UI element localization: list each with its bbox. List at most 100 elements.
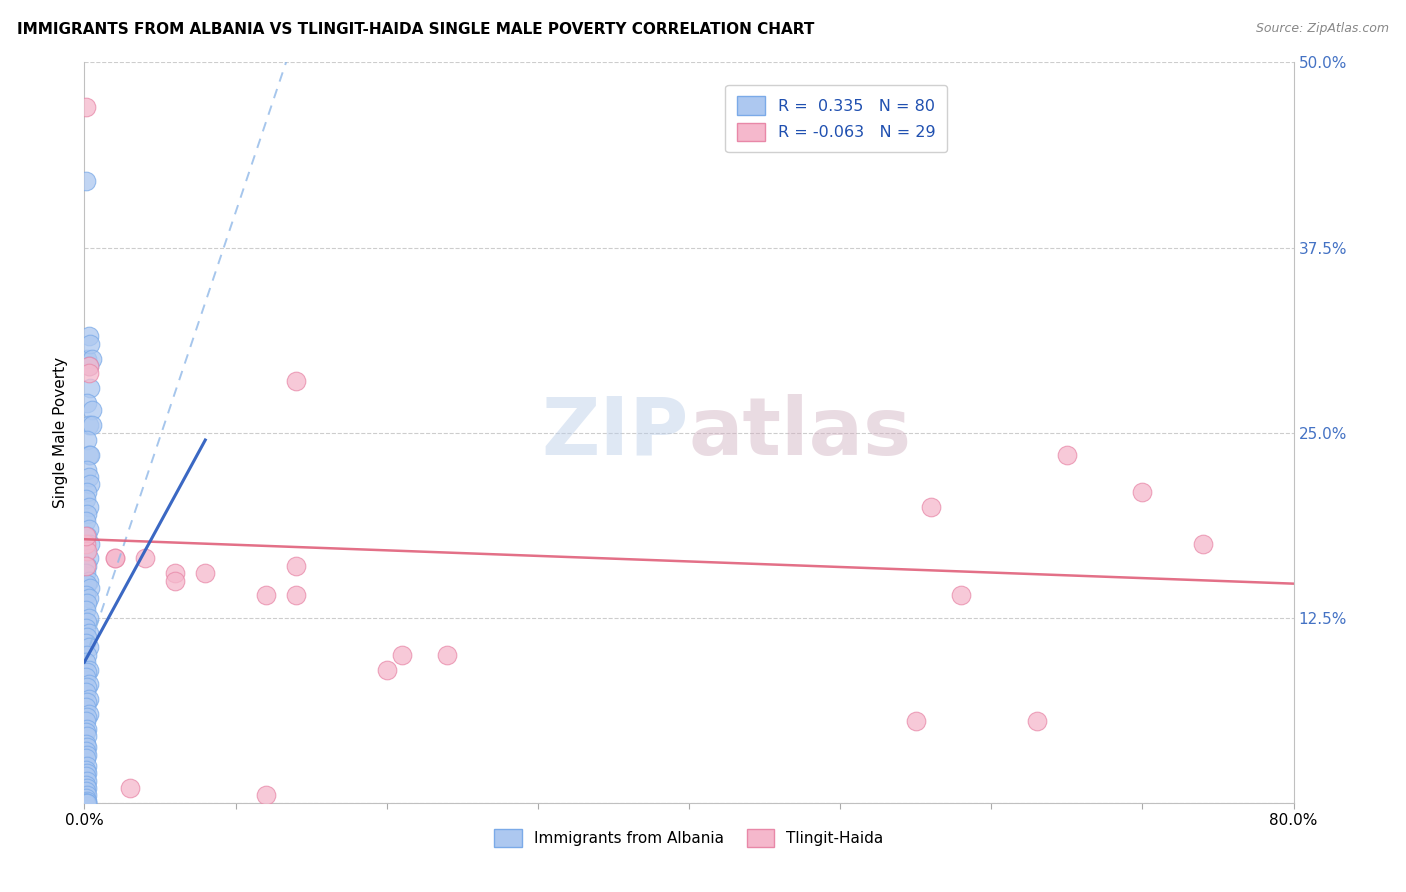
Point [254, 789, 277, 803]
Point [80, 418, 103, 433]
Point [76, 665, 98, 680]
Point [75, 566, 97, 581]
Text: IMMIGRANTS FROM ALBANIA VS TLINGIT-HAIDA SINGLE MALE POVERTY CORRELATION CHART: IMMIGRANTS FROM ALBANIA VS TLINGIT-HAIDA… [17, 22, 814, 37]
Point [75, 670, 97, 684]
Point [76, 796, 98, 810]
Point [76, 739, 98, 754]
Point [75, 685, 97, 699]
Point [104, 551, 127, 566]
Legend: Immigrants from Albania, Tlingit-Haida: Immigrants from Albania, Tlingit-Haida [486, 822, 891, 855]
Point [77, 500, 100, 514]
Point [79, 381, 101, 395]
Point [76, 615, 98, 629]
Point [75, 751, 97, 765]
Point [76, 794, 98, 808]
Point [75, 492, 97, 507]
Point [76, 729, 98, 743]
Point [75, 655, 97, 669]
Point [285, 558, 308, 573]
Point [436, 648, 458, 662]
Point [75, 589, 97, 603]
Point [1130, 484, 1153, 499]
Point [75, 544, 97, 558]
Point [76, 351, 98, 366]
Point [77, 470, 100, 484]
Point [77, 625, 100, 640]
Point [76, 695, 98, 709]
Point [77, 574, 100, 588]
Point [75, 796, 97, 810]
Point [77, 448, 100, 462]
Point [950, 589, 973, 603]
Point [76, 630, 98, 644]
Point [76, 710, 98, 724]
Point [76, 396, 98, 410]
Point [77, 359, 100, 373]
Point [391, 648, 413, 662]
Point [77, 663, 100, 677]
Y-axis label: Single Male Poverty: Single Male Poverty [53, 357, 69, 508]
Point [76, 576, 98, 591]
Point [79, 448, 101, 462]
Point [75, 636, 97, 650]
Point [76, 462, 98, 476]
Point [1192, 536, 1215, 550]
Point [80, 403, 103, 417]
Point [79, 536, 101, 550]
Point [77, 418, 100, 433]
Point [77, 551, 100, 566]
Point [76, 780, 98, 795]
Point [920, 500, 942, 514]
Point [77, 610, 100, 624]
Point [75, 744, 97, 758]
Point [75, 621, 97, 635]
Point [75, 174, 97, 188]
Point [75, 529, 97, 543]
Point [75, 763, 97, 777]
Point [79, 581, 101, 595]
Point [75, 515, 97, 529]
Point [80, 351, 103, 366]
Point [75, 536, 97, 550]
Point [76, 722, 98, 736]
Point [75, 558, 97, 573]
Point [76, 507, 98, 521]
Point [165, 574, 187, 588]
Point [76, 748, 98, 763]
Point [76, 758, 98, 772]
Point [76, 558, 98, 573]
Point [75, 784, 97, 798]
Point [904, 714, 927, 729]
Point [76, 796, 98, 810]
Point [76, 773, 98, 788]
Text: ZIP: ZIP [541, 393, 689, 472]
Point [285, 589, 308, 603]
Point [76, 681, 98, 695]
Point [76, 484, 98, 499]
Point [75, 796, 97, 810]
Point [77, 591, 100, 606]
Point [75, 724, 97, 739]
Point [77, 706, 100, 721]
Point [165, 566, 187, 581]
Point [76, 433, 98, 447]
Point [1056, 448, 1078, 462]
Point [118, 780, 141, 795]
Point [75, 699, 97, 714]
Point [77, 359, 100, 373]
Point [76, 789, 98, 803]
Point [75, 100, 97, 114]
Point [76, 544, 98, 558]
Point [375, 663, 398, 677]
Point [254, 589, 277, 603]
Point [77, 692, 100, 706]
Point [194, 566, 217, 581]
Point [75, 778, 97, 792]
Point [104, 551, 127, 566]
Point [134, 551, 156, 566]
Text: Source: ZipAtlas.com: Source: ZipAtlas.com [1256, 22, 1389, 36]
Point [76, 529, 98, 543]
Point [75, 714, 97, 729]
Point [75, 603, 97, 617]
Point [79, 477, 101, 491]
